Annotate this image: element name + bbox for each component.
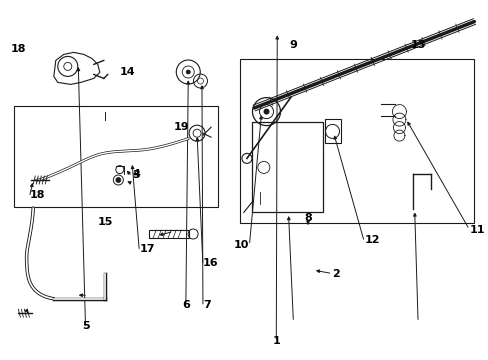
Bar [14, 106, 217, 207]
Text: 3: 3 [132, 170, 140, 180]
Text: 1: 1 [272, 336, 280, 346]
Text: 5: 5 [81, 321, 89, 331]
Bar [149, 230, 189, 238]
Circle shape [186, 70, 190, 74]
Text: 7: 7 [203, 300, 210, 310]
Text: 8: 8 [304, 213, 311, 223]
Bar [239, 59, 473, 223]
Text: 9: 9 [289, 40, 297, 50]
Bar [251, 122, 322, 212]
Text: 16: 16 [203, 258, 218, 268]
Text: 19: 19 [173, 122, 189, 132]
Text: 4: 4 [132, 169, 140, 179]
Text: 13: 13 [409, 40, 425, 50]
Bar [324, 120, 340, 143]
Circle shape [263, 109, 269, 114]
Text: 15: 15 [97, 217, 113, 227]
Text: 17: 17 [139, 244, 155, 254]
Circle shape [116, 177, 121, 183]
Text: 12: 12 [364, 235, 379, 245]
Text: 10: 10 [234, 240, 249, 250]
Text: 18: 18 [10, 44, 26, 54]
Text: 18: 18 [29, 190, 45, 200]
Text: 6: 6 [182, 300, 189, 310]
Text: 11: 11 [468, 225, 484, 235]
Text: 14: 14 [120, 67, 135, 77]
Text: 2: 2 [332, 269, 340, 279]
